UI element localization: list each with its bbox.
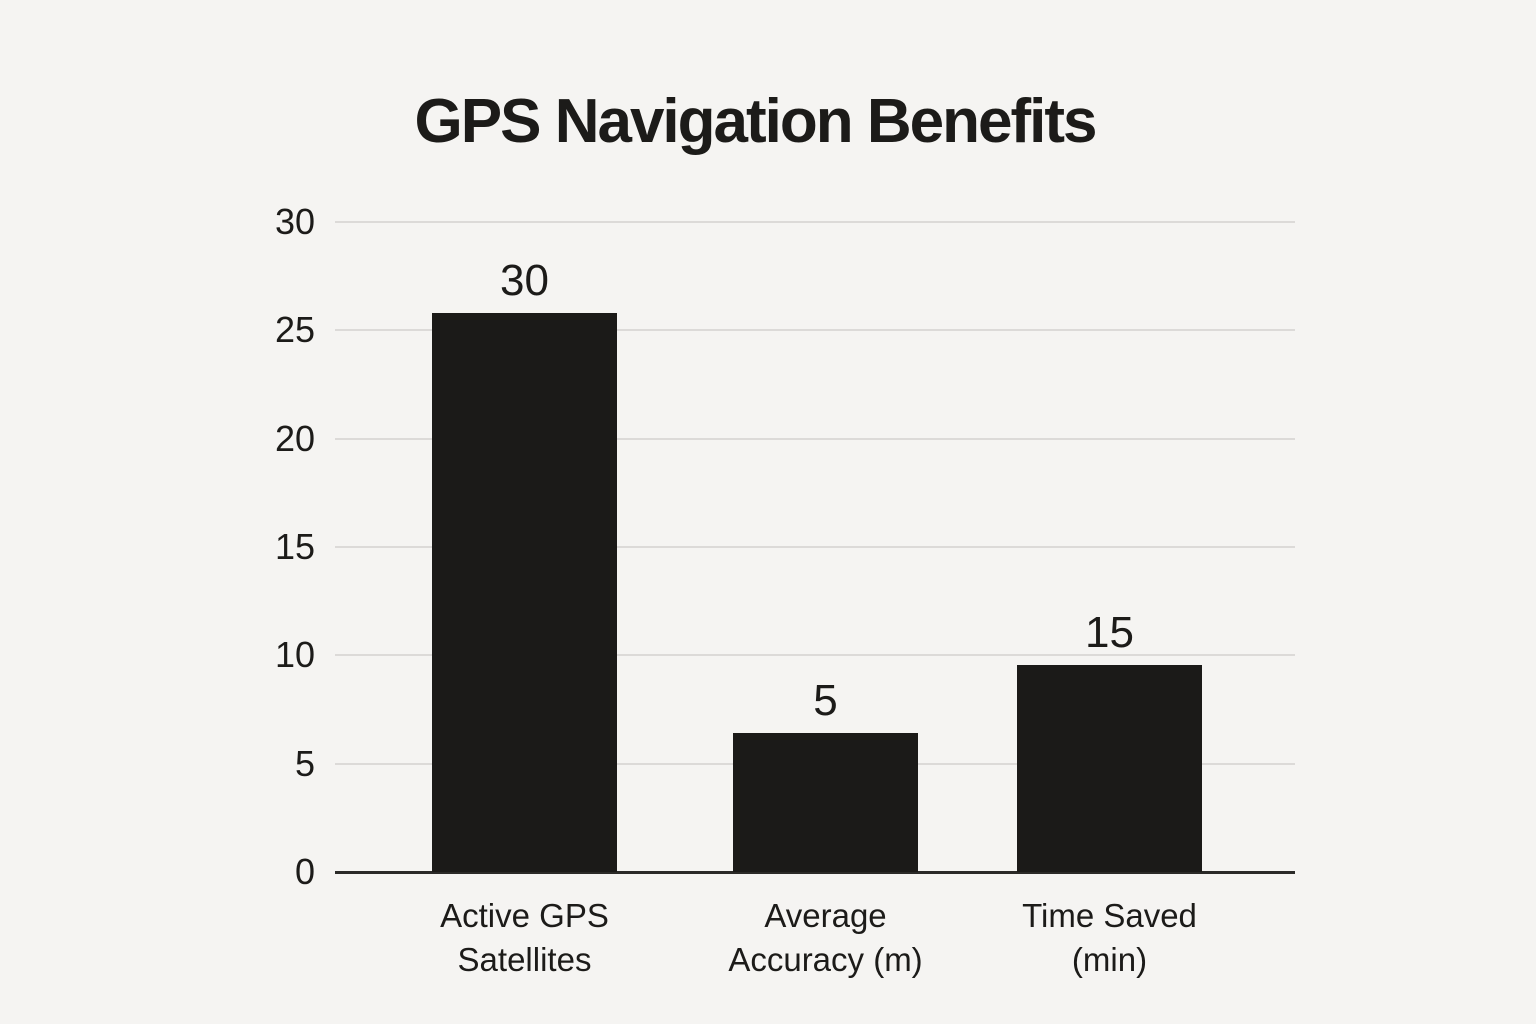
bar-time-saved-min [1017, 665, 1202, 872]
bar-value-label-active-gps-satellites: 30 [500, 256, 549, 305]
gridline-y-20 [335, 437, 1295, 440]
gridline-y-10 [335, 654, 1295, 657]
y-axis-tick-label: 20 [274, 417, 315, 459]
y-axis-tick-label: 15 [274, 526, 315, 567]
gridline-y-15 [335, 546, 1295, 548]
bar-average-accuracy-m [733, 733, 918, 872]
y-axis-tick-label: 0 [294, 851, 315, 892]
y-axis-tick-label: 30 [274, 201, 315, 242]
x-axis-category-label-time-saved-min: Time Saved (min) [1022, 897, 1197, 978]
x-axis-category-label-active-gps-satellites: Active GPS Satellites [440, 897, 609, 978]
bar-chart-plot-area: 0 5 10 15 20 25 30 30 Active GPS Satellites 5 Aver… [275, 204, 1295, 978]
gridline-y-25 [335, 329, 1295, 332]
gridline-y-30 [335, 221, 1295, 223]
x-axis-line [335, 871, 1295, 874]
bar-value-label-average-accuracy-m: 5 [813, 676, 838, 726]
chart-title: GPS Navigation Benefits [414, 87, 1098, 156]
y-axis-tick-label: 5 [294, 742, 315, 784]
x-axis-category-label-average-accuracy-m: Average Accuracy (m) [728, 897, 923, 978]
y-axis-tick-label: 25 [274, 309, 315, 351]
bar-active-gps-satellites [432, 313, 617, 872]
bar-value-label-time-saved-min: 15 [1085, 608, 1134, 658]
y-axis-tick-label: 10 [274, 634, 315, 676]
